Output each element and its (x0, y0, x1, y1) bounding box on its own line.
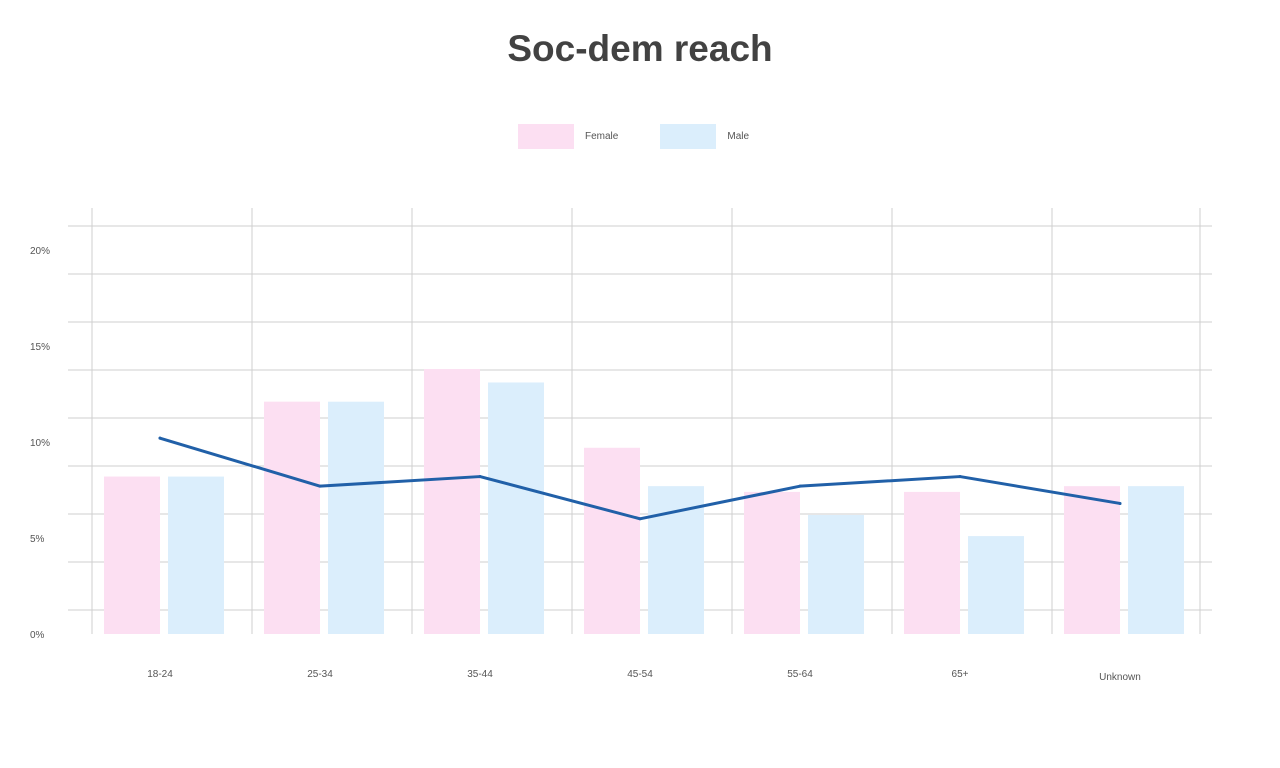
x-tick-label: 35-44 (467, 669, 493, 680)
y-tick-label: 10% (30, 438, 50, 449)
legend-label-male: Male (727, 131, 750, 142)
x-tick-label: 25-34 (307, 669, 333, 680)
line-point[interactable] (638, 517, 642, 521)
x-tick-label: 55-64 (787, 669, 813, 680)
bar-female[interactable] (264, 401, 320, 634)
bar-female[interactable] (424, 369, 480, 634)
bar-male[interactable] (968, 536, 1024, 634)
line-point[interactable] (318, 484, 322, 488)
y-tick-label: 0% (30, 630, 45, 641)
line-point[interactable] (1118, 501, 1122, 505)
x-tick-label: 45-54 (627, 669, 653, 680)
bar-female[interactable] (104, 476, 160, 634)
legend-item-male[interactable]: Male (660, 124, 749, 149)
chart-title: Soc-dem reach (507, 28, 773, 69)
x-tick-label: 65+ (952, 669, 969, 680)
bar-male[interactable] (1128, 486, 1184, 634)
x-tick-label: 18-24 (147, 669, 173, 680)
y-tick-label: 5% (30, 534, 45, 545)
bar-male[interactable] (328, 401, 384, 634)
legend-swatch-female (518, 124, 574, 149)
bar-female[interactable] (744, 491, 800, 634)
y-tick-label: 20% (30, 246, 50, 257)
y-tick-label: 15% (30, 342, 50, 353)
bar-male[interactable] (808, 514, 864, 634)
bar-female[interactable] (1064, 486, 1120, 634)
line-point[interactable] (958, 475, 962, 479)
legend: Female Male (518, 124, 791, 149)
bar-female[interactable] (584, 447, 640, 634)
line-point[interactable] (798, 484, 802, 488)
line-point[interactable] (158, 436, 162, 440)
line-point[interactable] (478, 475, 482, 479)
bar-female[interactable] (904, 491, 960, 634)
bar-male[interactable] (488, 382, 544, 634)
x-tick-label: Unknown (1099, 672, 1141, 683)
legend-swatch-male (660, 124, 717, 149)
legend-label-female: Female (585, 131, 619, 142)
bar-male[interactable] (168, 476, 224, 634)
legend-item-female[interactable]: Female (518, 124, 618, 149)
